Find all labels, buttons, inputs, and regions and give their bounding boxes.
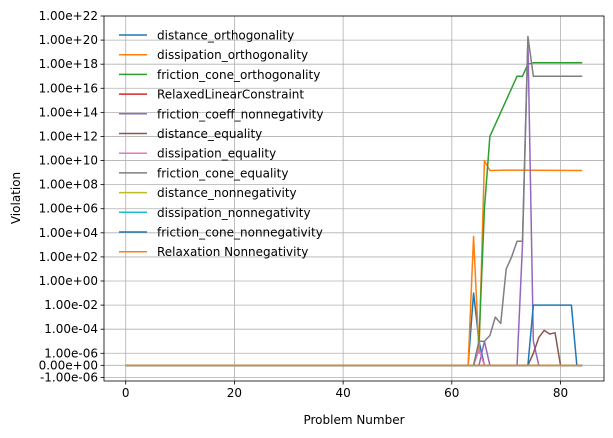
x-tick-label: 60 bbox=[444, 386, 459, 400]
y-tick-label: 1.00e-06 bbox=[44, 346, 98, 360]
y-tick-label: 1.00e+08 bbox=[39, 178, 98, 192]
legend-entry: dissipation_nonnegativity bbox=[157, 206, 311, 220]
legend-entry: distance_nonnegativity bbox=[157, 186, 297, 200]
plot-frame bbox=[103, 15, 605, 382]
x-axis-ticks: 0 20 40 60 80 bbox=[122, 381, 568, 400]
x-tick-label: 80 bbox=[553, 386, 568, 400]
series-lines bbox=[125, 35, 583, 367]
y-tick-label: 1.00e+06 bbox=[39, 202, 98, 216]
y-tick-label: 1.00e+20 bbox=[39, 33, 98, 47]
y-tick-label: 1.00e+22 bbox=[39, 9, 98, 23]
legend-entry: friction_cone_nonnegativity bbox=[157, 226, 323, 240]
legend-entry: friction_cone_orthogonality bbox=[157, 68, 320, 82]
y-tick-label: 1.00e+10 bbox=[39, 154, 98, 168]
y-axis-label: Violation bbox=[9, 172, 23, 224]
legend-entry: distance_equality bbox=[157, 127, 262, 141]
legend-entry: dissipation_equality bbox=[157, 147, 276, 161]
y-tick-label: 1.00e+12 bbox=[39, 129, 98, 143]
legend-entry: dissipation_orthogonality bbox=[157, 48, 308, 62]
y-tick-label: 1.00e-02 bbox=[44, 298, 98, 312]
series-line-11 bbox=[125, 304, 583, 367]
y-tick-label: 0.00e+00 bbox=[39, 358, 98, 372]
legend-entry: Relaxation Nonnegativity bbox=[157, 245, 308, 259]
x-tick-label: 40 bbox=[335, 386, 350, 400]
legend-entry: distance_orthogonality bbox=[157, 29, 294, 43]
y-tick-label: 1.00e+00 bbox=[39, 274, 98, 288]
series-line-8 bbox=[125, 35, 583, 367]
y-tick-label: 1.00e+16 bbox=[39, 81, 98, 95]
y-tick-label: 1.00e-04 bbox=[44, 322, 98, 336]
y-tick-label: 1.00e+02 bbox=[39, 250, 98, 264]
series-line-6 bbox=[125, 329, 583, 367]
x-tick-label: 20 bbox=[227, 386, 242, 400]
y-tick-label: 1.00e+18 bbox=[39, 57, 98, 71]
x-axis-label: Problem Number bbox=[303, 413, 404, 427]
legend-entry: RelaxedLinearConstraint bbox=[157, 88, 304, 102]
legend: distance_orthogonality dissipation_orthog… bbox=[119, 29, 323, 259]
legend-entry: friction_cone_equality bbox=[157, 166, 288, 180]
y-axis-ticks: -1.00e-060.00e+001.00e-06 1.00e-04 1.00e-0… bbox=[39, 9, 104, 384]
y-tick-label: 1.00e+14 bbox=[39, 105, 98, 119]
series-line-5 bbox=[125, 39, 583, 367]
series-line-7 bbox=[125, 348, 583, 367]
x-tick-label: 0 bbox=[122, 386, 130, 400]
y-tick-label: -1.00e-06 bbox=[40, 370, 98, 384]
y-tick-label: 1.00e+04 bbox=[39, 226, 98, 240]
legend-entry: friction_coeff_nonnegativity bbox=[157, 107, 323, 121]
